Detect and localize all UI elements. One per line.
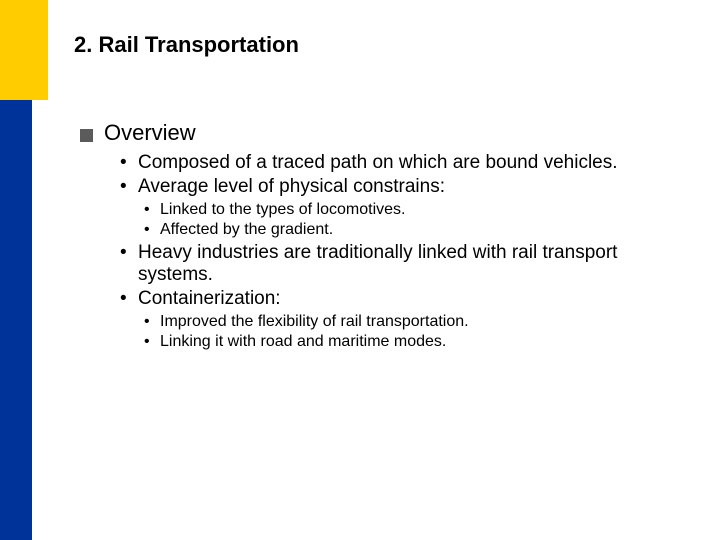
slide-title: 2. Rail Transportation	[74, 32, 299, 58]
list-item: Average level of physical constrains: Li…	[116, 176, 676, 239]
list-item: Linked to the types of locomotives.	[138, 201, 676, 220]
list-item: Affected by the gradient.	[138, 221, 676, 240]
list-item-text: Containerization:	[138, 288, 281, 309]
list-item: Linking it with road and maritime modes.	[138, 333, 676, 352]
list-item-text: Linked to the types of locomotives.	[160, 201, 405, 218]
list-item: Composed of a traced path on which are b…	[116, 152, 676, 174]
section-heading: Overview	[104, 120, 196, 146]
slide: { "layout": { "band_top": { "color": "#f…	[0, 0, 720, 540]
list-item-text: Linking it with road and maritime modes.	[160, 333, 446, 350]
body-text: Composed of a traced path on which are b…	[116, 152, 676, 354]
list-item-text: Heavy industries are traditionally linke…	[138, 242, 617, 285]
list-item-text: Composed of a traced path on which are b…	[138, 152, 618, 173]
sub-bullet-list: Linked to the types of locomotives. Affe…	[138, 201, 676, 240]
section-bullet-icon	[80, 129, 93, 142]
list-item: Improved the flexibility of rail transpo…	[138, 313, 676, 332]
list-item-text: Improved the flexibility of rail transpo…	[160, 313, 469, 330]
accent-band-bottom	[0, 100, 32, 540]
list-item-text: Average level of physical constrains:	[138, 176, 445, 197]
list-item-text: Affected by the gradient.	[160, 221, 333, 238]
accent-band-top	[0, 0, 48, 100]
list-item: Containerization: Improved the flexibili…	[116, 288, 676, 351]
list-item: Heavy industries are traditionally linke…	[116, 242, 676, 287]
bullet-list: Composed of a traced path on which are b…	[116, 152, 676, 352]
sub-bullet-list: Improved the flexibility of rail transpo…	[138, 313, 676, 352]
